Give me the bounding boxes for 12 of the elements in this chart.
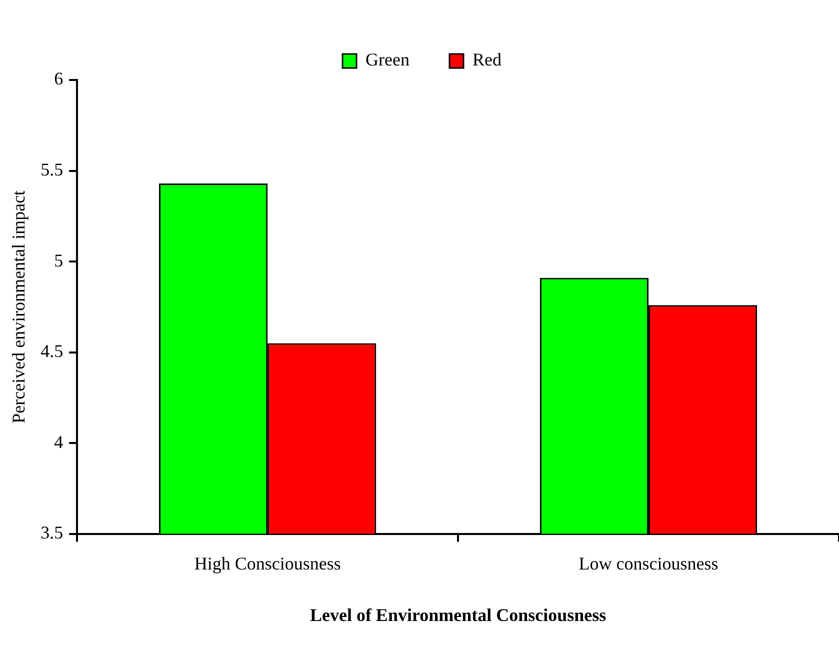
y-tick-label: 4 [54,432,64,452]
legend-label: Red [472,50,502,70]
y-tick-label: 5 [54,250,64,270]
x-tick-label: Low consciousness [578,553,718,574]
y-tick-label: 4.5 [40,341,64,362]
x-axis-title: Level of Environmental Consciousness [310,604,606,625]
legend-label: Green [366,50,410,70]
y-axis-title: Perceived environmental impact [8,190,29,424]
y-tick-label: 3.5 [40,522,64,543]
y-tick-label: 6 [54,68,64,89]
y-tick-label: 5.5 [40,159,64,180]
x-tick-label: High Consciousness [194,553,341,574]
